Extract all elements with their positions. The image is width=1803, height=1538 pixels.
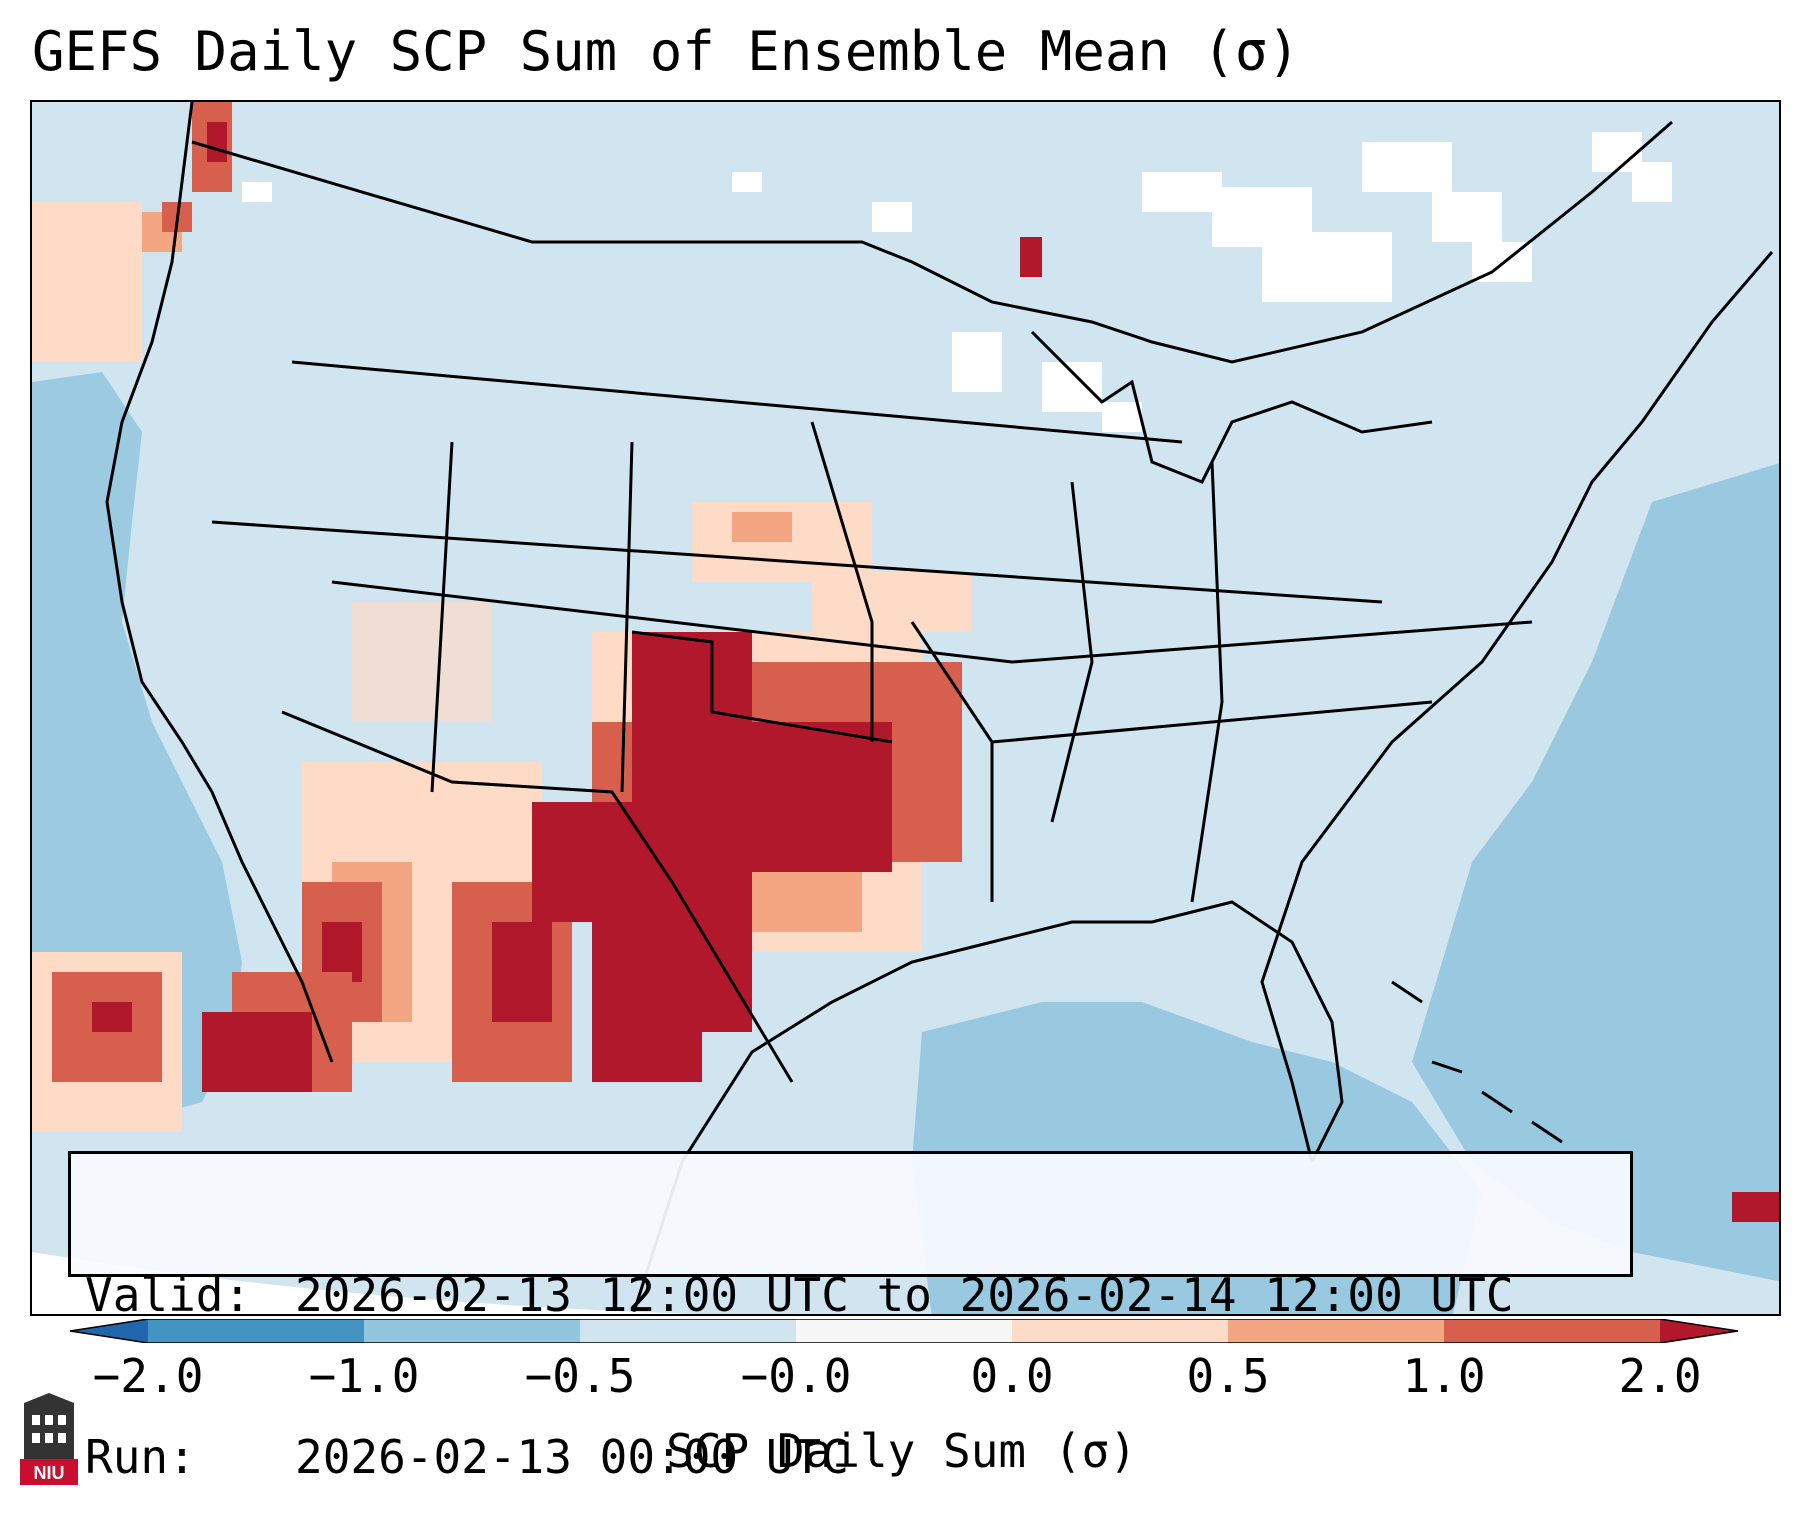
pacific-ocean-shade (32, 372, 242, 1122)
atlantic-ocean-shade (1412, 463, 1779, 1282)
great-lakes (1030, 330, 1433, 484)
colorbar-bin-4 (1012, 1319, 1228, 1343)
logo-text: NIU (34, 1463, 65, 1483)
caribbean-anomaly (1732, 1192, 1779, 1222)
colorbar-label: SCP Daily Sum (σ) (666, 1424, 1137, 1478)
southern-plains-anomaly (532, 502, 972, 1082)
state-line-5 (430, 441, 454, 793)
state-line-8 (1190, 461, 1224, 903)
tick-label: −1.0 (308, 1349, 420, 1403)
colorbar (70, 1319, 1738, 1343)
projection-edge (32, 1252, 693, 1314)
colorbar-bin-3 (796, 1319, 1012, 1343)
tick-label: 1.0 (1402, 1349, 1486, 1403)
colorbar-bin-0 (148, 1319, 364, 1343)
colorbar-bin-6 (1444, 1319, 1660, 1343)
east-coast (1260, 251, 1774, 1163)
state-line-2 (211, 520, 1383, 604)
gulf-coast (631, 900, 1344, 1314)
colorbar-over-arrow (1660, 1319, 1738, 1343)
colorbar-bin-1 (364, 1319, 580, 1343)
tick-label: −0.0 (740, 1349, 852, 1403)
tick-label: −2.0 (92, 1349, 204, 1403)
valid-run-infobox: Valid: 2026-02-13 12:00 UTC to 2026-02-14… (68, 1151, 1633, 1484)
colorbar-ticks: −2.0 −1.0 −0.5 −0.0 0.0 0.5 1.0 2.0 (0, 1349, 1803, 1409)
oklahoma-panhandle (631, 630, 893, 744)
map-canvas (32, 102, 1779, 1314)
niu-logo: NIU (20, 1393, 78, 1485)
map-title: GEFS Daily SCP Sum of Ensemble Mean (σ) (32, 20, 1300, 83)
run-label: Run: (85, 1430, 196, 1484)
run-value: 2026-02-13 00:00 UTC (295, 1430, 849, 1484)
upper-peninsula-anomaly (1020, 237, 1042, 277)
mexico-border (281, 710, 794, 1083)
islands (1391, 980, 1563, 1144)
pacific-nw-anomaly (32, 102, 232, 362)
tick-label: 0.0 (970, 1349, 1054, 1403)
valid-value: 2026-02-13 12:00 UTC to 2026-02-14 12:00… (295, 1268, 1514, 1322)
state-line-7 (810, 421, 874, 742)
canada-white-patches (242, 132, 1672, 432)
tick-label: −0.5 (524, 1349, 636, 1403)
colorbar-bin-2 (580, 1319, 796, 1343)
state-line-10 (991, 700, 1433, 744)
state-line-9 (1050, 481, 1094, 823)
colorbar-bin-5 (1228, 1319, 1444, 1343)
us-canada-border (191, 120, 1673, 364)
boundaries (105, 102, 1774, 1314)
state-line-1 (291, 360, 1183, 444)
valid-label: Valid: (85, 1268, 252, 1322)
map-panel (30, 100, 1781, 1316)
state-line-6 (620, 441, 634, 793)
tick-label: 2.0 (1618, 1349, 1702, 1403)
west-coast (105, 102, 334, 1063)
state-line-3 (331, 580, 1533, 664)
colorbar-under-arrow (70, 1319, 148, 1343)
valid-row: Valid: 2026-02-13 12:00 UTC to 2026-02-14… (85, 1268, 1616, 1322)
tick-label: 0.5 (1186, 1349, 1270, 1403)
run-row: Run: 2026-02-13 00:00 UTC (85, 1430, 1616, 1484)
